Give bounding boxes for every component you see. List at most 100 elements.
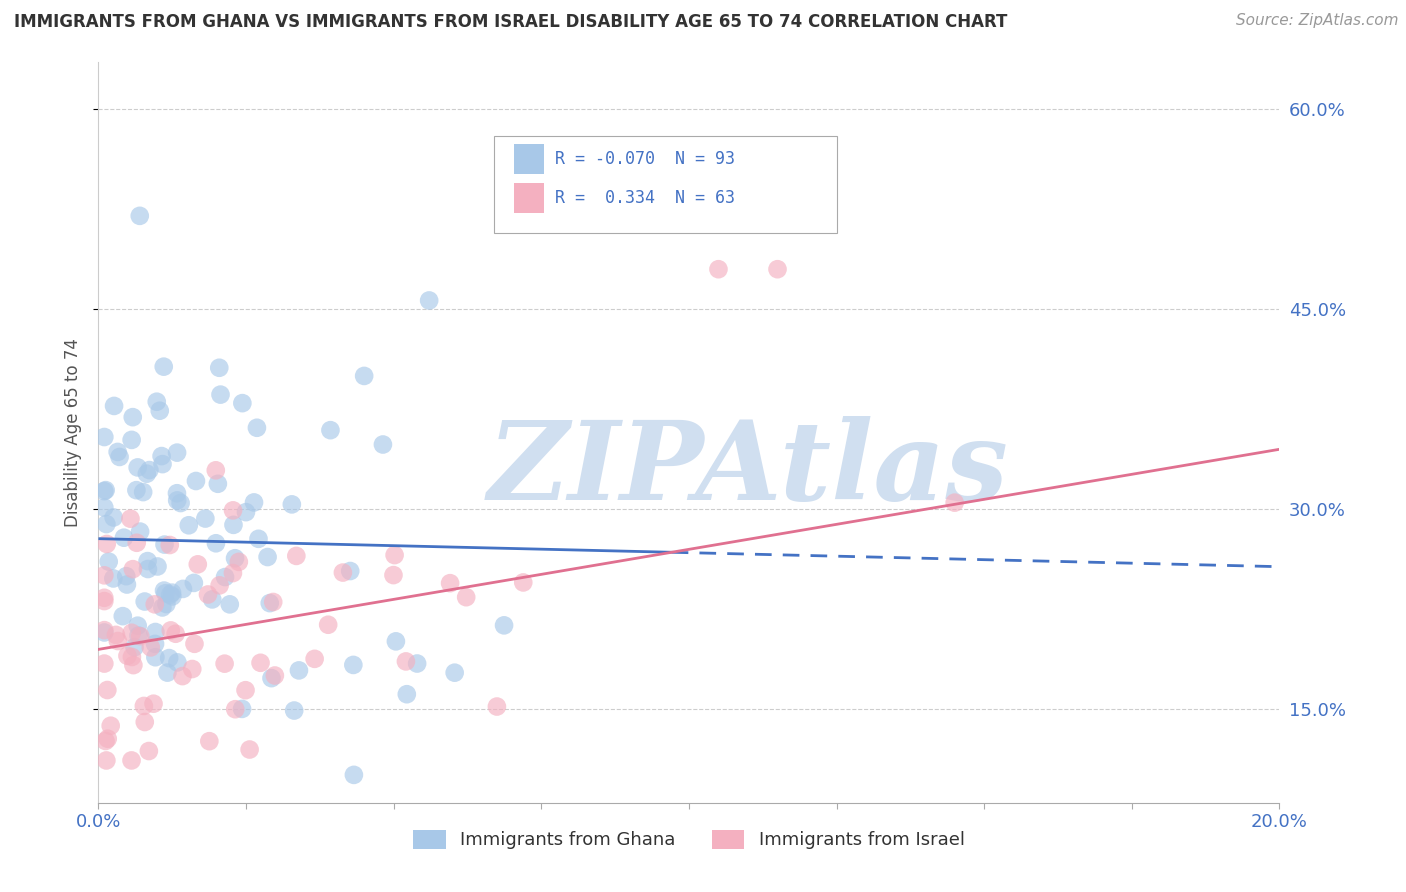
Point (224, 702, 246, 716)
Point (122, 658, 145, 673)
Point (707, 262, 730, 277)
Point (145, 394, 167, 409)
Point (138, 463, 160, 477)
Point (146, 559, 169, 574)
Point (382, 568, 405, 582)
Text: Source: ZipAtlas.com: Source: ZipAtlas.com (1236, 13, 1399, 29)
Point (103, 571, 125, 585)
Point (159, 588, 181, 602)
Point (205, 536, 228, 550)
Point (115, 569, 138, 583)
Text: R =  0.334  N = 63: R = 0.334 N = 63 (555, 189, 735, 207)
Point (97, 555, 120, 569)
Point (249, 656, 271, 670)
Point (177, 518, 200, 533)
Point (142, 697, 165, 711)
Point (262, 595, 284, 609)
Point (208, 578, 231, 592)
Point (156, 665, 179, 680)
Point (134, 594, 156, 608)
Point (169, 496, 191, 510)
Point (121, 650, 143, 665)
Text: IMMIGRANTS FROM GHANA VS IMMIGRANTS FROM ISRAEL DISABILITY AGE 65 TO 74 CORRELAT: IMMIGRANTS FROM GHANA VS IMMIGRANTS FROM… (14, 13, 1008, 31)
Point (385, 634, 408, 648)
Point (112, 531, 135, 545)
Point (187, 558, 209, 572)
Point (93, 623, 115, 637)
Point (288, 664, 311, 678)
Point (172, 669, 194, 683)
Text: R = -0.070  N = 93: R = -0.070 N = 93 (555, 150, 735, 168)
Point (96, 754, 118, 768)
Point (165, 626, 187, 640)
Point (97, 731, 120, 746)
Point (111, 609, 134, 624)
Point (231, 702, 253, 716)
Point (150, 449, 173, 463)
Point (384, 548, 406, 562)
Point (243, 495, 266, 509)
Point (172, 582, 194, 596)
Point (103, 399, 125, 413)
Point (149, 403, 172, 417)
Point (332, 566, 354, 580)
Point (121, 410, 143, 425)
Point (103, 510, 125, 524)
Point (214, 657, 236, 671)
Point (135, 467, 157, 481)
Point (494, 618, 516, 632)
Point (214, 570, 236, 584)
Point (247, 532, 270, 546)
Point (93, 657, 115, 671)
Point (121, 625, 143, 640)
Point (108, 450, 131, 464)
Point (93, 591, 115, 605)
Point (94, 734, 117, 748)
Point (150, 600, 173, 615)
Point (183, 637, 205, 651)
Point (418, 293, 440, 308)
Point (231, 396, 253, 410)
Point (125, 535, 148, 549)
Point (115, 577, 138, 591)
Point (124, 640, 146, 655)
Point (96, 517, 118, 532)
Point (132, 485, 155, 500)
Point (218, 598, 240, 612)
Y-axis label: Disability Age 65 to 74: Disability Age 65 to 74 (65, 338, 83, 527)
Point (209, 387, 232, 401)
Point (152, 359, 174, 374)
Point (120, 511, 142, 525)
Point (128, 209, 150, 223)
Point (121, 753, 143, 767)
FancyBboxPatch shape (515, 184, 544, 213)
Point (125, 483, 148, 498)
Point (117, 648, 139, 663)
Point (93, 484, 115, 499)
Point (122, 562, 145, 576)
Text: ZIPAtlas: ZIPAtlas (488, 416, 1008, 524)
Point (107, 445, 129, 459)
Point (207, 476, 229, 491)
Point (197, 587, 219, 601)
Point (139, 640, 162, 655)
Point (183, 575, 205, 590)
Point (406, 657, 429, 671)
Point (160, 585, 183, 599)
Point (155, 586, 177, 600)
Point (143, 598, 166, 612)
Point (256, 549, 278, 564)
Point (93, 430, 115, 444)
Point (204, 463, 226, 477)
Point (181, 662, 204, 676)
Point (456, 591, 478, 605)
Point (766, 262, 789, 277)
Point (166, 493, 188, 508)
Point (166, 445, 188, 459)
Point (153, 538, 176, 552)
Point (222, 517, 245, 532)
Point (285, 549, 308, 563)
Point (235, 683, 257, 698)
Point (127, 618, 149, 632)
Point (194, 511, 217, 525)
